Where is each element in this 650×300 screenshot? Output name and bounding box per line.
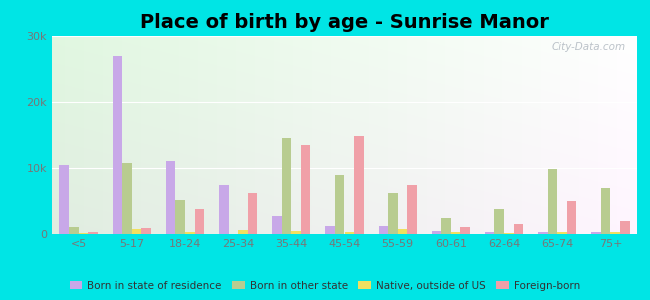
Bar bbox=[388, 193, 398, 234]
Bar bbox=[272, 215, 281, 234]
Bar bbox=[335, 175, 344, 234]
Bar bbox=[432, 231, 441, 234]
Bar bbox=[326, 226, 335, 234]
Bar bbox=[408, 184, 417, 234]
Bar bbox=[354, 136, 363, 234]
Bar bbox=[301, 145, 311, 234]
Bar bbox=[592, 232, 601, 234]
Bar bbox=[112, 56, 122, 234]
Legend: Born in state of residence, Born in other state, Native, outside of US, Foreign-: Born in state of residence, Born in othe… bbox=[66, 277, 584, 295]
Bar bbox=[514, 224, 523, 234]
Bar bbox=[567, 201, 577, 234]
Bar bbox=[620, 221, 630, 234]
Bar bbox=[451, 232, 460, 234]
Bar bbox=[194, 209, 204, 234]
Bar bbox=[291, 231, 301, 234]
Bar bbox=[185, 232, 194, 234]
Bar bbox=[176, 200, 185, 234]
Bar bbox=[557, 232, 567, 234]
Bar bbox=[219, 184, 229, 234]
Bar bbox=[59, 165, 69, 234]
Text: City-Data.com: City-Data.com bbox=[551, 42, 625, 52]
Bar bbox=[538, 232, 548, 234]
Bar bbox=[132, 230, 141, 234]
Bar bbox=[441, 218, 451, 234]
Bar bbox=[504, 233, 514, 234]
Bar bbox=[69, 227, 79, 234]
Bar bbox=[378, 226, 388, 234]
Bar bbox=[460, 227, 470, 234]
Bar bbox=[166, 161, 176, 234]
Bar bbox=[548, 169, 557, 234]
Bar bbox=[88, 232, 98, 234]
Bar bbox=[601, 188, 610, 234]
Bar bbox=[79, 233, 88, 234]
Title: Place of birth by age - Sunrise Manor: Place of birth by age - Sunrise Manor bbox=[140, 13, 549, 32]
Bar bbox=[141, 228, 151, 234]
Bar bbox=[248, 193, 257, 234]
Bar bbox=[122, 163, 132, 234]
Bar bbox=[344, 232, 354, 234]
Bar bbox=[485, 232, 495, 234]
Bar bbox=[281, 138, 291, 234]
Bar bbox=[610, 232, 620, 234]
Bar bbox=[238, 230, 248, 234]
Bar bbox=[398, 230, 408, 234]
Bar bbox=[495, 209, 504, 234]
